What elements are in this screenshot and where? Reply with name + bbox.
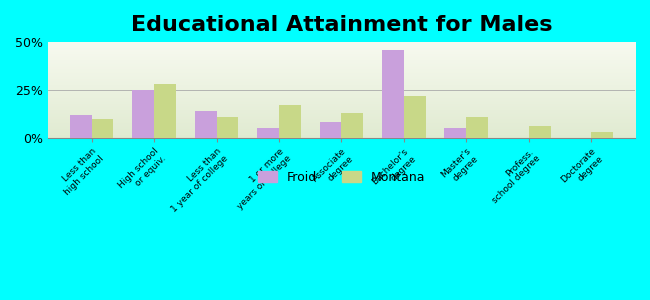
- Bar: [466, 117, 488, 138]
- Bar: [92, 118, 114, 138]
- Bar: [70, 115, 92, 138]
- Bar: [404, 96, 426, 138]
- Bar: [445, 128, 466, 138]
- Bar: [341, 113, 363, 138]
- Bar: [320, 122, 341, 138]
- Bar: [529, 126, 551, 138]
- Bar: [216, 117, 239, 138]
- Bar: [257, 128, 279, 138]
- Legend: Froid, Montana: Froid, Montana: [253, 166, 430, 189]
- Bar: [592, 132, 613, 138]
- Title: Educational Attainment for Males: Educational Attainment for Males: [131, 15, 552, 35]
- Bar: [279, 105, 301, 138]
- Bar: [154, 84, 176, 138]
- Bar: [132, 90, 154, 138]
- Bar: [194, 111, 216, 138]
- Bar: [382, 50, 404, 138]
